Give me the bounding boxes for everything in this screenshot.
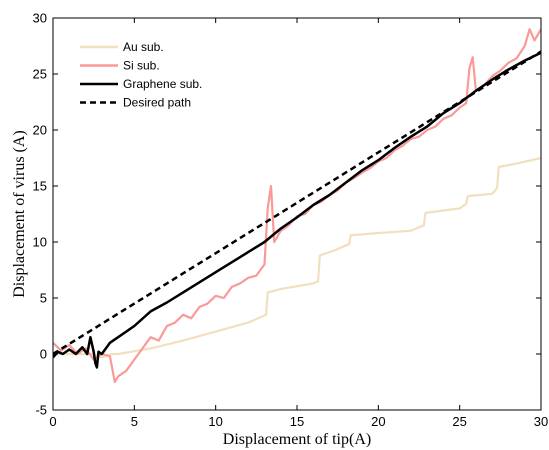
series-line-desired-path xyxy=(53,50,541,356)
y-tick-label: 15 xyxy=(33,179,47,194)
y-tick-label: 30 xyxy=(33,11,47,26)
x-axis-title: Displacement of tip(A) xyxy=(223,431,371,448)
legend-label: Au sub. xyxy=(123,40,164,54)
x-tick-label: 25 xyxy=(452,414,466,429)
x-tick-label: 0 xyxy=(49,414,56,429)
series-line-au-sub xyxy=(53,156,541,359)
series-line-graphene-sub xyxy=(53,51,541,369)
x-tick-label: 15 xyxy=(290,414,304,429)
y-tick-label: 20 xyxy=(33,123,47,138)
y-tick-label: -5 xyxy=(35,403,47,418)
x-tick-label: 10 xyxy=(208,414,222,429)
y-axis-title: Displacement of virus (A) xyxy=(11,130,28,298)
y-tick-label: 25 xyxy=(33,67,47,82)
plot-area xyxy=(53,18,541,410)
legend-label: Si sub. xyxy=(123,59,160,73)
y-tick-label: 10 xyxy=(33,235,47,250)
series-layer xyxy=(53,28,541,384)
y-tick-label: 0 xyxy=(40,347,47,362)
x-tick-label: 20 xyxy=(371,414,385,429)
x-tick-label: 30 xyxy=(534,414,548,429)
y-tick-label: 5 xyxy=(40,291,47,306)
legend: Au sub. Si sub. Graphene sub. Desired path xyxy=(80,40,202,110)
legend-label: Desired path xyxy=(123,96,191,110)
legend-label: Graphene sub. xyxy=(123,77,202,91)
x-tick-label: 5 xyxy=(131,414,138,429)
